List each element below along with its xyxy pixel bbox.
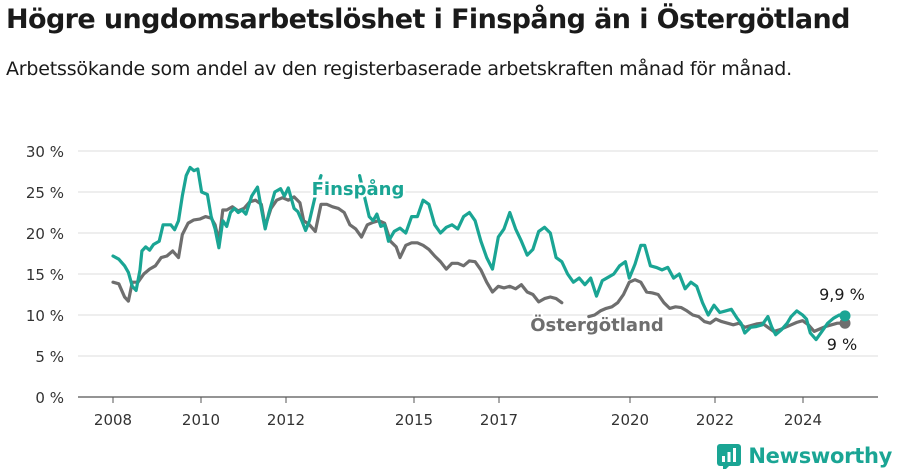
x-tick-label: 2015	[395, 411, 433, 429]
end-point-finspang	[839, 310, 851, 322]
end-label-finspang: 9,9 %	[819, 285, 865, 304]
y-tick-label: 5 %	[35, 348, 64, 366]
chart-subtitle: Arbetssökande som andel av den registerb…	[6, 58, 792, 80]
chart-title: Högre ungdomsarbetslöshet i Finspång än …	[6, 4, 850, 35]
series-line-finspang-2	[358, 174, 847, 342]
x-tick-label: 2017	[480, 411, 518, 429]
end-label-ostergotland: 9 %	[827, 335, 857, 354]
y-tick-label: 20 %	[26, 225, 64, 243]
series-labels: Finspång Östergötland 9,9 % 9 %	[309, 176, 865, 355]
x-tick-label: 2020	[611, 411, 649, 429]
annotation-finspang: Finspång	[312, 178, 405, 200]
x-tick-label: 2008	[94, 411, 132, 429]
brand-name: Newsworthy	[748, 444, 892, 468]
x-tick-label: 2022	[696, 411, 734, 429]
x-tick-label: 2012	[267, 411, 305, 429]
y-axis-ticks: 0 % 5 % 10 % 15 % 20 % 25 % 30 %	[26, 143, 64, 407]
brand-logo: Newsworthy	[716, 443, 892, 469]
series-group	[111, 165, 851, 342]
annotation-ostergotland: Östergötland	[530, 314, 664, 336]
series-line-ostergotland-2	[587, 278, 847, 333]
series-line-finspang	[111, 165, 323, 292]
x-tick-label: 2010	[182, 411, 220, 429]
y-tick-label: 15 %	[26, 266, 64, 284]
x-axis-ticks: 2008 2010 2012 2015 2017 2020 2022 2024	[94, 397, 822, 429]
x-tick-label: 2024	[784, 411, 822, 429]
y-tick-label: 30 %	[26, 143, 64, 161]
y-tick-label: 25 %	[26, 184, 64, 202]
grid-lines	[78, 150, 878, 398]
y-tick-label: 0 %	[35, 389, 64, 407]
newsworthy-icon	[717, 444, 742, 469]
y-tick-label: 10 %	[26, 307, 64, 325]
series-line-ostergotland	[111, 195, 564, 305]
